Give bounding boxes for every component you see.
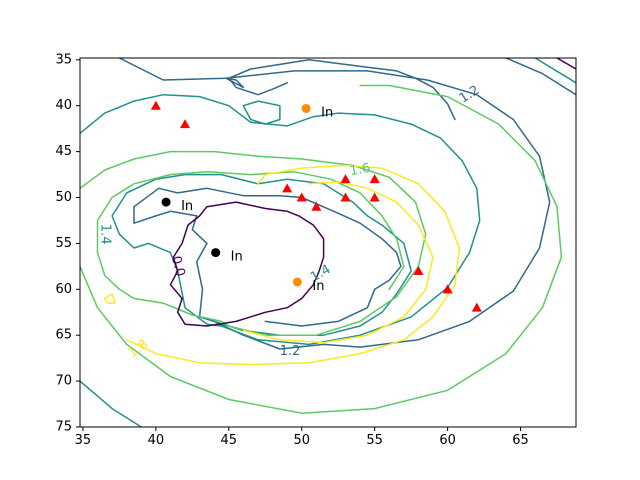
triangle-marker-6 bbox=[340, 192, 351, 202]
triangle-marker-3 bbox=[296, 192, 307, 202]
contour-line-1-4-6 bbox=[242, 100, 281, 125]
contour-line-0-0-13 bbox=[169, 201, 325, 327]
markers: In In In In bbox=[150, 100, 482, 312]
contour-line-1-2-2 bbox=[225, 77, 245, 89]
axis-ticks: 35 40 45 50 55 60 65 35 40 45 50 55 60 65 70 75 bbox=[55, 52, 528, 448]
y-tick-label-65: 65 bbox=[55, 328, 72, 343]
contour-label-5: 1.2 bbox=[280, 344, 301, 359]
contour-label-2: 1.4 bbox=[97, 224, 112, 245]
contour-line-1-8-10 bbox=[125, 164, 461, 366]
triangle-marker-9 bbox=[413, 265, 424, 275]
triangle-marker-8 bbox=[369, 192, 380, 202]
y-tick-label-45: 45 bbox=[55, 144, 72, 159]
contour-line-1-2-0 bbox=[118, 58, 551, 350]
triangle-marker-4 bbox=[311, 201, 322, 211]
x-tick-label-55: 55 bbox=[366, 433, 383, 448]
y-tick-label-70: 70 bbox=[55, 374, 72, 389]
triangle-marker-0 bbox=[150, 100, 161, 110]
triangle-marker-11 bbox=[471, 302, 482, 312]
contour-line-1-4-4 bbox=[80, 93, 481, 346]
contour-line-0-0-14 bbox=[556, 58, 576, 70]
triangle-marker-1 bbox=[180, 119, 191, 129]
contour-line-1-6-9 bbox=[80, 84, 563, 414]
triangle-marker-2 bbox=[282, 183, 293, 193]
x-tick-label-50: 50 bbox=[293, 433, 310, 448]
point-label-0: In bbox=[181, 199, 193, 214]
y-tick-label-55: 55 bbox=[55, 236, 72, 251]
contour-line-1-8-12 bbox=[104, 293, 116, 304]
point-marker-0 bbox=[161, 197, 171, 207]
contour-line-1-8-11 bbox=[242, 181, 434, 344]
triangle-marker-7 bbox=[369, 174, 380, 184]
contour-label-1: 1.6 bbox=[349, 161, 372, 179]
point-label-3: In bbox=[312, 279, 324, 294]
contour-lines bbox=[80, 58, 576, 427]
contour-label-3: 0.0 bbox=[168, 254, 188, 278]
x-tick-label-40: 40 bbox=[148, 433, 165, 448]
x-tick-label-45: 45 bbox=[221, 433, 238, 448]
y-tick-label-60: 60 bbox=[55, 282, 72, 297]
y-tick-label-35: 35 bbox=[55, 52, 72, 67]
axes-frame bbox=[79, 57, 577, 428]
contour-line-1-4-7 bbox=[534, 58, 576, 84]
point-marker-2 bbox=[301, 103, 311, 113]
y-tick-label-50: 50 bbox=[55, 190, 72, 205]
point-label-2: In bbox=[321, 105, 333, 120]
contour-line-1-2-1 bbox=[228, 59, 456, 121]
contour-line-1-6-8 bbox=[80, 150, 427, 336]
triangle-marker-10 bbox=[442, 284, 453, 294]
x-tick-label-65: 65 bbox=[512, 433, 529, 448]
contour-line-1-2-3 bbox=[505, 58, 576, 96]
x-tick-label-35: 35 bbox=[75, 433, 92, 448]
point-marker-3 bbox=[292, 277, 302, 287]
x-tick-label-60: 60 bbox=[439, 433, 456, 448]
point-marker-1 bbox=[211, 248, 221, 258]
triangle-marker-5 bbox=[340, 174, 351, 184]
y-tick-label-75: 75 bbox=[55, 420, 72, 435]
contour-line-1-4-5 bbox=[80, 380, 143, 427]
point-label-1: In bbox=[231, 250, 243, 265]
y-tick-label-40: 40 bbox=[55, 98, 72, 113]
